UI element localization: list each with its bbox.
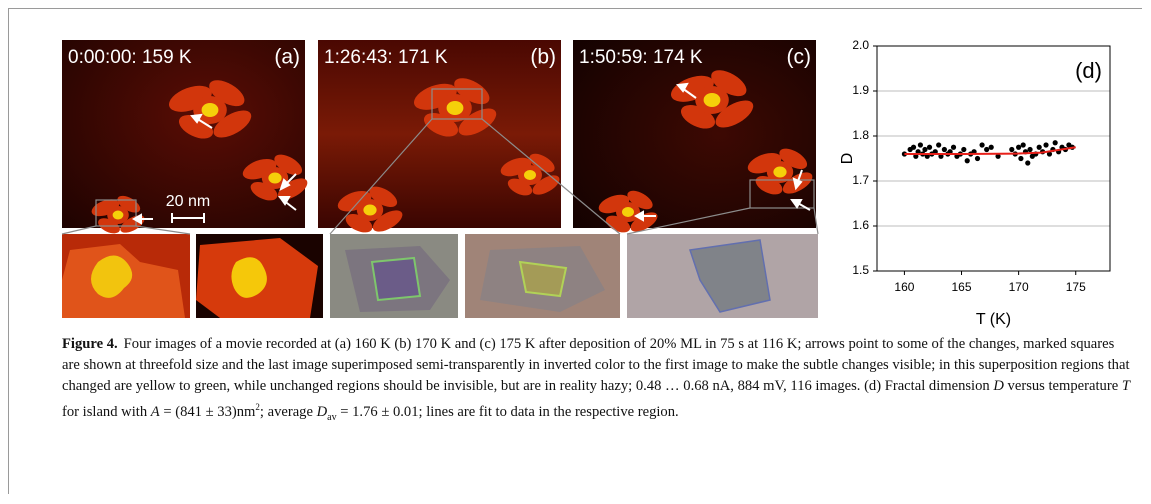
y-tick-label: 2.0: [852, 38, 869, 52]
page: 20 nm 0:00:00: 159 K (a) 1:26:43: 171 K …: [0, 0, 1151, 504]
caption-text: ; average: [260, 404, 317, 420]
caption-text: for island with: [62, 404, 151, 420]
timestamp: 0:00:00: 159 K: [68, 47, 192, 68]
caption-text: versus temperature: [1004, 378, 1122, 394]
caption-label: Figure 4.: [62, 336, 118, 352]
y-tick-label: 1.8: [852, 128, 869, 142]
y-tick-label: 1.9: [852, 83, 869, 97]
data-point: [922, 147, 927, 152]
data-point: [1018, 156, 1023, 161]
panel-label: (a): [274, 46, 300, 69]
data-point: [1025, 160, 1030, 165]
caption-text: D: [317, 404, 328, 420]
data-point: [1021, 142, 1026, 147]
y-tick-label: 1.7: [852, 173, 869, 187]
y-tick-label: 1.6: [852, 218, 869, 232]
data-point: [989, 145, 994, 150]
data-point: [1053, 140, 1058, 145]
island-core: [524, 170, 536, 180]
x-tick-label: 175: [1066, 280, 1086, 294]
island-core: [704, 93, 721, 107]
caption: Figure 4.Four images of a movie recorded…: [62, 334, 1132, 428]
timestamp: 1:26:43: 171 K: [324, 47, 448, 68]
caption-text: T: [1122, 378, 1130, 394]
island-core: [113, 211, 124, 220]
x-tick-label: 165: [952, 280, 972, 294]
data-point: [927, 145, 932, 150]
data-point: [1043, 142, 1048, 147]
island-core: [268, 173, 281, 184]
island-core: [622, 207, 634, 217]
data-point: [961, 147, 966, 152]
caption-text: Four images of a movie recorded at (a) 1…: [62, 336, 1130, 394]
island-core: [363, 205, 376, 216]
y-axis-label: D: [839, 153, 856, 165]
panel-label: (c): [787, 46, 812, 69]
island-core: [202, 103, 219, 117]
data-point: [951, 145, 956, 150]
timestamp: 1:50:59: 174 K: [579, 47, 703, 68]
data-point: [911, 145, 916, 150]
data-point: [942, 147, 947, 152]
caption-text: = (841 ± 33)nm: [160, 404, 256, 420]
data-point: [979, 142, 984, 147]
data-point: [1027, 147, 1032, 152]
data-point: [1009, 147, 1014, 152]
data-point: [984, 147, 989, 152]
caption-text: av: [327, 412, 336, 423]
y-tick-label: 1.5: [852, 263, 869, 277]
caption-text: = 1.76 ± 0.01; lines are fit to data in …: [337, 404, 679, 420]
panel-label: (d): [1075, 58, 1102, 83]
x-axis-label: T (K): [976, 311, 1011, 328]
caption-text: D: [993, 378, 1004, 394]
caption-text: A: [151, 404, 160, 420]
scale-label: 20 nm: [166, 193, 210, 210]
data-point: [1037, 145, 1042, 150]
panel-label: (b): [530, 46, 556, 69]
island-core: [447, 101, 464, 115]
x-tick-label: 160: [894, 280, 914, 294]
figure: 20 nm 0:00:00: 159 K (a) 1:26:43: 171 K …: [0, 0, 1151, 330]
chart: 1.5 1.6 1.7 1.8 1.9 2.0 160 165 170 175 T (K) D (d): [839, 38, 1110, 328]
island-core: [773, 167, 786, 178]
data-point: [1016, 145, 1021, 150]
x-tick-label: 170: [1009, 280, 1029, 294]
data-point: [918, 142, 923, 147]
data-point: [965, 158, 970, 163]
data-point: [936, 142, 941, 147]
data-point: [975, 156, 980, 161]
